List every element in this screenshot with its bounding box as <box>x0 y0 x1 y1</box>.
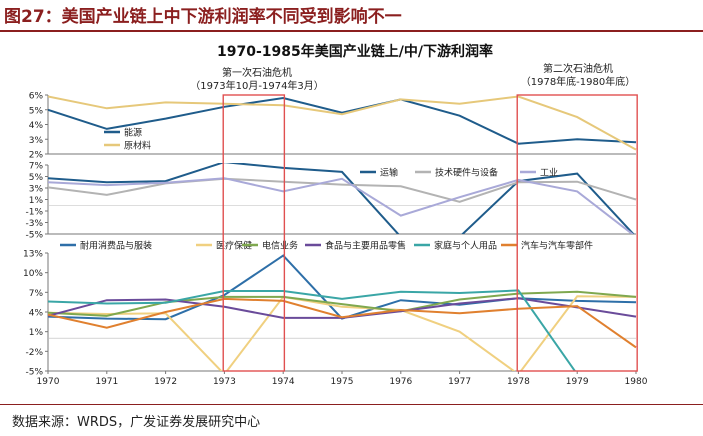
series-line-industry <box>48 177 634 234</box>
x-tick-label: 1970 <box>37 377 60 387</box>
x-tick-label: 1975 <box>331 377 354 387</box>
x-tick-label: 1971 <box>95 377 118 387</box>
y-tick-label: 7% <box>29 289 44 299</box>
series-line-transport <box>48 163 635 234</box>
legend-label: 电信业务 <box>262 240 298 252</box>
source-rule <box>0 404 703 405</box>
legend-label: 汽车与汽车零部件 <box>521 240 593 252</box>
crisis-highlight-box-1 <box>222 94 286 372</box>
annotation-sublabel-2: （1978年底-1980年底） <box>521 75 636 88</box>
annotation-sublabel-1: （1973年10月-1974年3月） <box>190 79 324 92</box>
source-note: 数据来源：WRDS，广发证券发展研究中心 <box>12 415 261 430</box>
series-line-energy <box>48 96 637 145</box>
legend-label: 原材料 <box>124 140 151 152</box>
series-line-raw <box>48 95 637 151</box>
y-tick-label: -5% <box>25 231 43 241</box>
x-tick-label: 1978 <box>507 377 530 387</box>
x-tick-label: 1973 <box>213 377 236 387</box>
y-tick-label: 10% <box>23 269 43 279</box>
y-tick-label: 13% <box>23 250 43 260</box>
legend-label: 能源 <box>124 127 142 139</box>
y-tick-label: 1% <box>29 196 44 206</box>
legend-label: 耐用消费品与服装 <box>80 240 152 252</box>
y-tick-label: -2% <box>25 348 43 358</box>
y-tick-label: 4% <box>29 309 44 319</box>
y-tick-label: 5% <box>29 173 44 183</box>
legend-label: 工业 <box>540 168 558 179</box>
y-tick-label: -3% <box>25 219 43 229</box>
y-tick-label: 6% <box>29 92 44 102</box>
series-line-medical <box>48 295 637 371</box>
y-tick-label: 1% <box>29 328 44 338</box>
y-tick-label: 3% <box>29 136 44 146</box>
crisis-highlight-box-2 <box>516 94 638 372</box>
series-line-utility <box>48 290 637 317</box>
y-tick-label: 2% <box>29 151 44 161</box>
series-line-tech <box>48 177 637 203</box>
y-tick-label: -5% <box>25 368 43 378</box>
y-tick-label: 3% <box>29 185 44 195</box>
chart-title: 1970-1985年美国产业链上/中/下游利润率 <box>217 43 493 60</box>
y-tick-label: -1% <box>25 208 43 218</box>
legend-label: 医疗保健 <box>216 240 252 252</box>
title-rule <box>0 30 703 32</box>
legend-label: 运输 <box>380 167 398 179</box>
legend-label: 食品与主要用品零售 <box>325 240 406 252</box>
x-tick-label: 1979 <box>566 377 589 387</box>
legend-label: 技术硬件与设备 <box>435 167 498 179</box>
y-tick-label: 7% <box>29 162 44 172</box>
annotation-label-1: 第一次石油危机 <box>222 66 292 79</box>
annotation-label-2: 第二次石油危机 <box>543 62 613 75</box>
y-tick-label: 4% <box>29 121 44 131</box>
x-tick-label: 1972 <box>154 377 177 387</box>
series-line-auto <box>48 297 637 349</box>
y-tick-label: 5% <box>29 106 44 116</box>
x-tick-label: 1980 <box>625 377 648 387</box>
x-tick-label: 1977 <box>448 377 471 387</box>
x-tick-label: 1976 <box>389 377 412 387</box>
figure-title: 图27：美国产业链上中下游利润率不同受到影响不一 <box>4 7 402 27</box>
x-tick-label: 1974 <box>272 377 295 387</box>
legend-label: 家庭与个人用品 <box>434 240 497 252</box>
series-line-household <box>48 289 577 371</box>
